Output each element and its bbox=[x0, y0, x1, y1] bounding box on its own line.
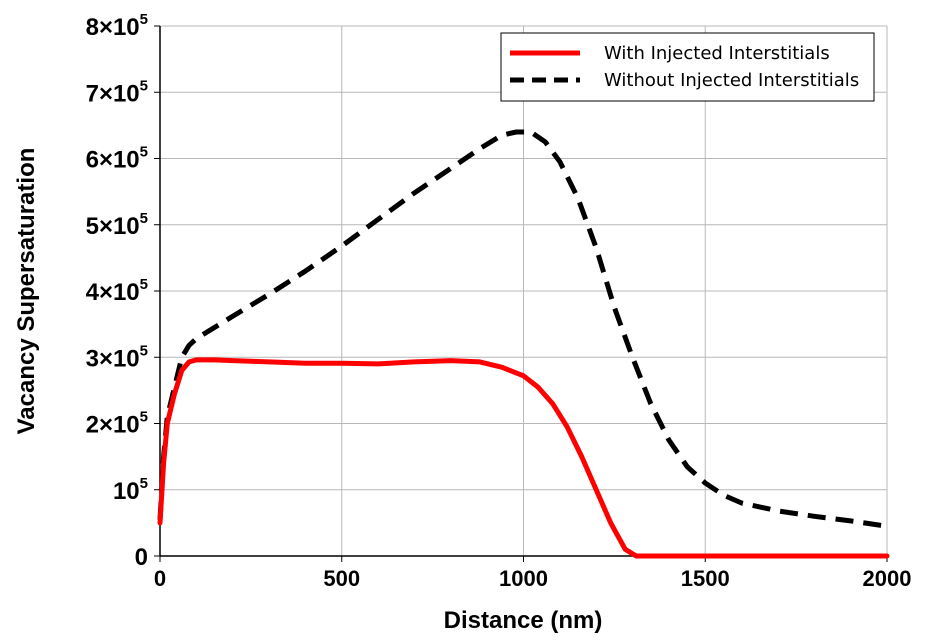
x-tick-label: 1500 bbox=[681, 566, 730, 591]
series-line-with-injected-interstitials bbox=[157, 357, 890, 559]
y-tick-label: 4×105 bbox=[86, 276, 148, 306]
legend-label-with-injected: With Injected Interstitials bbox=[604, 43, 830, 64]
y-tick-label: 0 bbox=[135, 544, 148, 571]
x-tick-label: 0 bbox=[154, 566, 166, 591]
y-tick-label: 3×105 bbox=[86, 342, 148, 372]
y-tick-label: 8×105 bbox=[86, 11, 148, 41]
tick-labels: 0 500 1000 1500 2000 0 105 2×105 3×105 4×105 5×105… bbox=[86, 11, 912, 591]
x-axis-title: Distance (nm) bbox=[444, 607, 603, 634]
y-axis-title: Vacancy Supersaturation bbox=[13, 148, 40, 435]
y-tick-label: 105 bbox=[113, 475, 148, 505]
x-tick-label: 1000 bbox=[499, 566, 548, 591]
legend: With Injected Interstitials Without Inje… bbox=[500, 32, 875, 102]
series-layer bbox=[157, 129, 890, 559]
x-tick-label: 2000 bbox=[863, 566, 912, 591]
series-line-without-injected-interstitials bbox=[157, 129, 888, 529]
y-tick-label: 5×105 bbox=[86, 210, 148, 240]
y-tick-label: 2×105 bbox=[86, 409, 148, 439]
x-tick-label: 500 bbox=[323, 566, 360, 591]
y-tick-label: 6×105 bbox=[86, 144, 148, 174]
legend-label-without-injected: Without Injected Interstitials bbox=[604, 70, 859, 91]
y-tick-label: 7×105 bbox=[86, 77, 148, 107]
legend-box bbox=[500, 32, 875, 102]
